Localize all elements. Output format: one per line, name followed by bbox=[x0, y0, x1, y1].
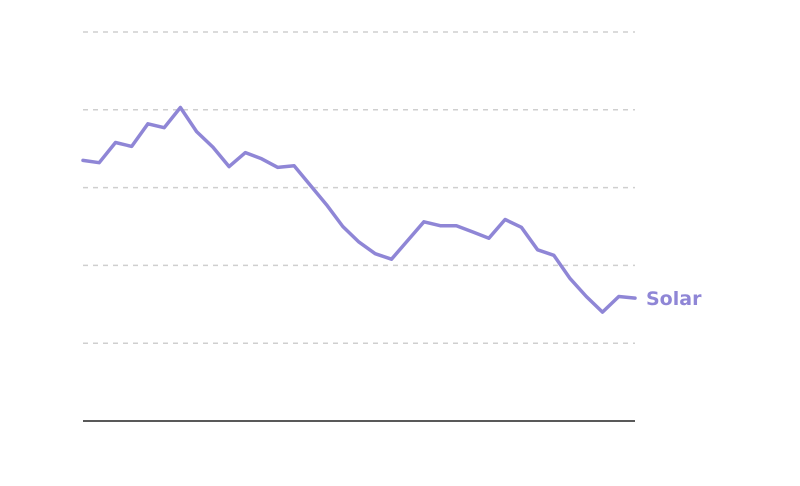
series-line-solar bbox=[81, 105, 637, 314]
series-layer bbox=[81, 105, 637, 314]
series-label-solar: Solar bbox=[646, 288, 702, 310]
label-layer: Solar bbox=[646, 288, 702, 310]
grid-layer bbox=[83, 31, 635, 344]
